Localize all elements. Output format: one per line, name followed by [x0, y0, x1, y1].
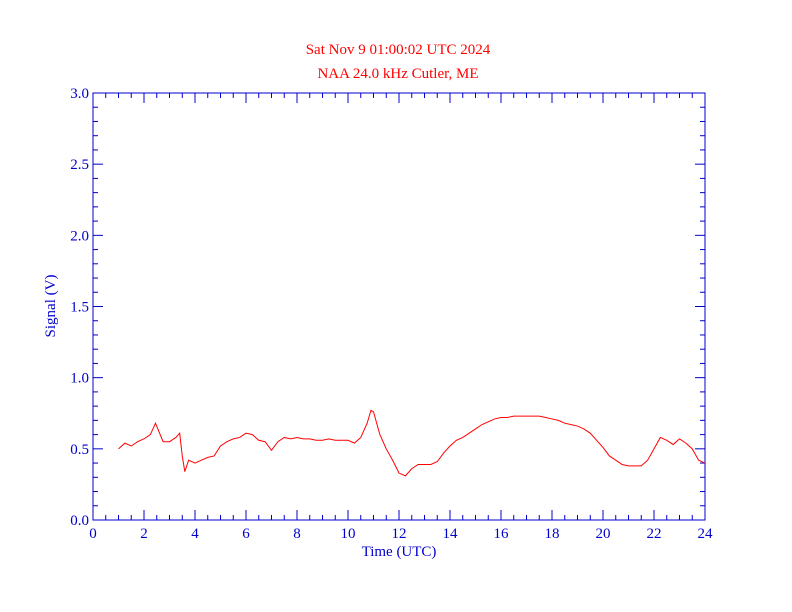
y-tick-label: 2.5 — [70, 157, 89, 173]
y-tick-label: 1.5 — [70, 300, 89, 316]
chart-subtitle: NAA 24.0 kHz Cutler, ME — [317, 66, 478, 82]
x-tick-label: 12 — [392, 526, 407, 542]
x-tick-label: 18 — [545, 526, 560, 542]
plot-frame — [92, 92, 706, 521]
x-tick-label: 0 — [89, 526, 97, 542]
x-axis-label: Time (UTC) — [362, 544, 437, 560]
signal-line — [118, 409, 706, 477]
x-tick-label: 2 — [140, 526, 148, 542]
y-tick-label: 1.0 — [70, 371, 89, 387]
x-tick-label: 4 — [191, 526, 199, 542]
x-tick-label: 20 — [596, 526, 611, 542]
x-tick-label: 8 — [293, 526, 301, 542]
y-tick-label: 0.5 — [70, 442, 89, 458]
y-axis-label: Signal (V) — [43, 275, 59, 338]
x-tick-label: 22 — [647, 526, 662, 542]
y-tick-label: 0.0 — [70, 513, 89, 529]
x-tick-label: 16 — [494, 526, 510, 542]
x-tick-label: 24 — [698, 526, 714, 542]
y-tick-label: 3.0 — [70, 86, 89, 102]
chart-title: Sat Nov 9 01:00:02 UTC 2024 — [306, 42, 491, 58]
x-tick-label: 10 — [341, 526, 356, 542]
y-tick-label: 2.0 — [70, 228, 89, 244]
x-tick-label: 6 — [242, 526, 250, 542]
x-tick-label: 14 — [443, 526, 459, 542]
